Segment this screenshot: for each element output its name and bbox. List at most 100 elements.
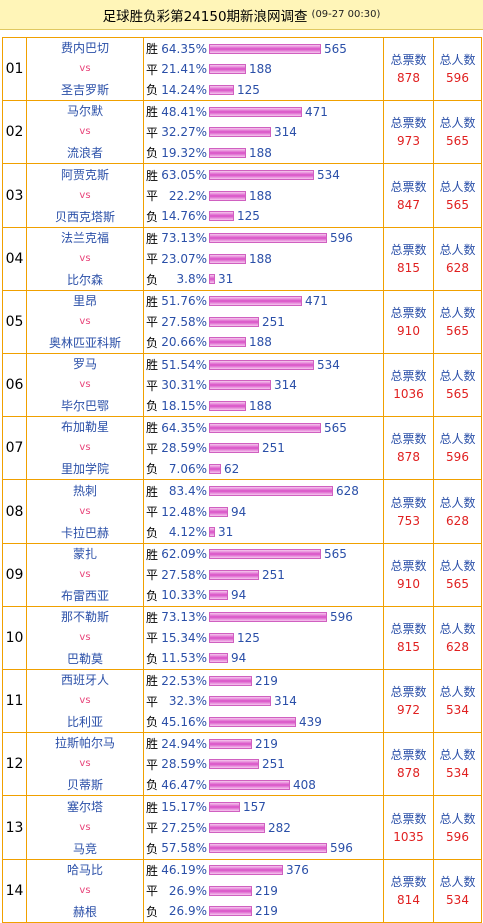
home-team-link[interactable]: 费内巴切	[60, 41, 109, 56]
outcome-bar-win	[209, 675, 252, 686]
stat-line-lose: 负 14.24% 125	[144, 79, 383, 100]
match-number: 06	[2, 353, 27, 418]
outcome-percent-lose: 14.24%	[161, 82, 207, 97]
total-votes-label: 总票数	[390, 53, 427, 68]
away-team-link[interactable]: 赫根	[72, 904, 97, 919]
outcome-count-lose: 188	[249, 398, 272, 413]
outcome-bar-lose	[209, 463, 221, 474]
away-team-link[interactable]: 卡拉巴赫	[60, 525, 109, 540]
outcome-percent-lose: 4.12%	[168, 525, 207, 540]
vote-distribution: 胜 51.54% 534 平 30.31% 314 负 18.15% 188	[143, 353, 384, 418]
outcome-label-lose: 负	[146, 272, 159, 287]
away-team-link[interactable]: 毕尔巴鄂	[60, 399, 109, 414]
home-team-link[interactable]: 阿贾克斯	[60, 167, 109, 182]
total-votes-cell: 总票数 1036	[383, 353, 434, 418]
match-number: 01	[2, 36, 27, 102]
stat-line-win: 胜 15.17% 157	[144, 797, 383, 818]
home-team-link[interactable]: 马尔默	[66, 104, 103, 119]
home-team-link[interactable]: 罗马	[72, 357, 97, 372]
total-votes-value: 910	[397, 576, 420, 591]
outcome-bar-lose	[209, 147, 246, 158]
total-votes-cell: 总票数 753	[383, 479, 434, 544]
outcome-bar-lose	[209, 274, 215, 285]
outcome-label-draw: 平	[146, 631, 159, 646]
outcome-bar-win	[209, 170, 314, 180]
home-team-link[interactable]: 里昂	[72, 293, 97, 308]
outcome-label-win: 胜	[146, 737, 159, 752]
outcome-percent-draw: 21.41%	[161, 62, 207, 77]
total-people-cell: 总人数 596	[433, 795, 482, 860]
outcome-percent-win: 46.19%	[161, 863, 207, 878]
match-row: 01 费内巴切 vs 圣吉罗斯 胜 64.35% 565 平 21.41% 188 负 14.24% 1…	[2, 36, 482, 102]
match-row: 13 塞尔塔 vs 马竞胜 15.17% 157 平 27.25% 282 负 57.58% 596 总…	[2, 795, 482, 860]
home-team-link[interactable]: 布加勒星	[60, 420, 109, 435]
total-people-label: 总人数	[439, 179, 476, 194]
outcome-label-win: 胜	[146, 42, 159, 57]
outcome-count-lose: 94	[231, 651, 247, 666]
match-teams: 罗马 vs 毕尔巴鄂	[26, 353, 144, 418]
total-votes-value: 878	[397, 71, 420, 86]
away-team-link[interactable]: 圣吉罗斯	[60, 83, 109, 98]
total-people-cell: 总人数 565	[433, 100, 482, 165]
total-votes-label: 总票数	[390, 116, 427, 131]
home-team-link[interactable]: 哈马比	[66, 862, 103, 877]
total-people-value: 565	[446, 134, 469, 149]
match-teams: 阿贾克斯 vs 贝西克塔斯	[26, 163, 144, 228]
total-people-value: 628	[446, 639, 469, 654]
away-team-link[interactable]: 奥林匹亚科斯	[48, 335, 121, 350]
away-team-link[interactable]: 里加学院	[60, 462, 109, 477]
total-votes-value: 815	[397, 639, 420, 654]
outcome-label-draw: 平	[146, 821, 159, 836]
match-row: 07 布加勒星 vs 里加学院 胜 64.35% 565 平 28.59% 251 负 7.06% 62…	[2, 416, 482, 481]
stat-line-win: 胜 64.35% 565	[144, 38, 383, 59]
outcome-label-lose: 负	[146, 525, 159, 540]
away-team-link[interactable]: 比利亚	[66, 715, 103, 730]
home-team-link[interactable]: 热刺	[72, 483, 97, 498]
away-team-link[interactable]: 马竞	[72, 841, 97, 856]
total-people-label: 总人数	[439, 242, 476, 257]
total-votes-label: 总票数	[390, 685, 427, 700]
match-row: 02 马尔默 vs 流浪者 胜 48.41% 471 平 32.27% 314 负 19.32% 188…	[2, 100, 482, 165]
outcome-bar-lose	[209, 779, 290, 790]
total-votes-value: 1036	[393, 387, 424, 402]
home-team-link[interactable]: 那不勒斯	[60, 609, 109, 624]
total-people-label: 总人数	[439, 685, 476, 700]
outcome-percent-lose: 10.33%	[161, 588, 207, 603]
total-votes-label: 总票数	[390, 432, 427, 447]
away-team-link[interactable]: 贝西克塔斯	[54, 209, 115, 224]
vote-distribution: 胜 73.13% 596 平 23.07% 188 负 3.8% 31	[143, 226, 384, 291]
outcome-percent-lose: 26.9%	[168, 904, 207, 919]
vote-distribution: 胜 64.35% 565 平 28.59% 251 负 7.06% 62	[143, 416, 384, 481]
vs-label: vs	[79, 379, 91, 391]
vote-distribution: 胜 63.05% 534 平 22.2% 188 负 14.76% 125	[143, 163, 384, 228]
home-team-link[interactable]: 蒙扎	[72, 546, 97, 561]
home-team-link[interactable]: 拉斯帕尔马	[54, 736, 115, 751]
total-votes-cell: 总票数 847	[383, 163, 434, 228]
home-team-link[interactable]: 西班牙人	[60, 673, 109, 688]
away-team-link[interactable]: 布雷西亚	[60, 588, 109, 603]
total-people-value: 596	[446, 829, 469, 844]
stat-line-win: 胜 73.13% 596	[144, 607, 383, 628]
stat-line-win: 胜 46.19% 376	[144, 860, 383, 881]
stat-line-lose: 负 11.53% 94	[144, 648, 383, 669]
home-team-link[interactable]: 塞尔塔	[66, 799, 103, 814]
match-teams: 拉斯帕尔马 vs 贝蒂斯	[26, 732, 144, 797]
away-team-link[interactable]: 流浪者	[66, 146, 103, 161]
outcome-percent-lose: 11.53%	[161, 651, 207, 666]
outcome-count-lose: 596	[330, 841, 353, 856]
home-team-link[interactable]: 法兰克福	[60, 230, 109, 245]
away-team-link[interactable]: 比尔森	[66, 272, 103, 287]
match-row: 09 蒙扎 vs 布雷西亚 胜 62.09% 565 平 27.58% 251 负 10.33% 94 总…	[2, 542, 482, 607]
match-row: 04 法兰克福 vs 比尔森 胜 73.13% 596 平 23.07% 188 负 3.8% 31 总票…	[2, 226, 482, 291]
stat-line-win: 胜 48.41% 471	[144, 102, 383, 123]
outcome-bar-win	[209, 486, 333, 497]
away-team-link[interactable]: 巴勒莫	[66, 651, 103, 666]
total-people-cell: 总人数 534	[433, 669, 482, 734]
match-row: 06 罗马 vs 毕尔巴鄂 胜 51.54% 534 平 30.31% 314 负 18.15% 188…	[2, 353, 482, 418]
outcome-label-lose: 负	[146, 335, 159, 350]
vote-distribution: 胜 83.4% 628 平 12.48% 94 负 4.12% 31	[143, 479, 384, 544]
away-team-link[interactable]: 贝蒂斯	[66, 778, 103, 793]
outcome-count-lose: 219	[255, 904, 278, 919]
outcome-percent-draw: 22.2%	[168, 188, 207, 203]
vote-distribution: 胜 62.09% 565 平 27.58% 251 负 10.33% 94	[143, 542, 384, 607]
